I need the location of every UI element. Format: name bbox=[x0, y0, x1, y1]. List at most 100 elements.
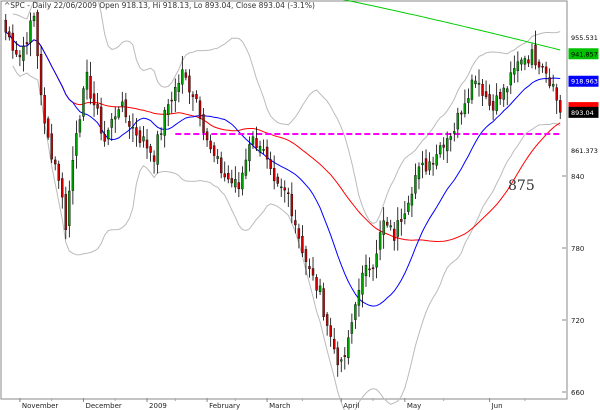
candle-body bbox=[336, 347, 339, 366]
candle-body bbox=[463, 103, 467, 115]
x-tick-label: 2009 bbox=[149, 402, 167, 410]
candle-body bbox=[414, 175, 417, 194]
candle-body bbox=[435, 154, 438, 166]
candle-body bbox=[506, 88, 509, 93]
candle-body bbox=[265, 146, 269, 160]
candle-body bbox=[438, 145, 442, 155]
price-marker-label: 941.857 bbox=[571, 50, 598, 58]
candle-body bbox=[534, 44, 537, 66]
candle-body bbox=[544, 66, 548, 74]
x-axis: November December 2009 February March April Ma… bbox=[19, 398, 526, 410]
candle-body bbox=[350, 322, 354, 334]
candle-body bbox=[318, 285, 322, 293]
price-markers: 955.531941.857918.963897.000893.04861.37… bbox=[568, 32, 599, 156]
price-marker-label: 955.531 bbox=[571, 34, 598, 42]
moving-averages bbox=[5, 0, 561, 307]
candle-body bbox=[177, 82, 181, 92]
candle-body bbox=[262, 149, 265, 151]
candle-body bbox=[85, 71, 89, 90]
candle-body bbox=[117, 109, 120, 118]
price-marker-box bbox=[568, 75, 599, 87]
candle-body bbox=[227, 173, 230, 180]
candle-body bbox=[4, 19, 7, 33]
candle-body bbox=[78, 119, 82, 133]
candle-body bbox=[68, 190, 71, 226]
price-marker-label: 861.373 bbox=[571, 147, 598, 155]
candle-body bbox=[301, 236, 304, 253]
x-tick-label: Jun bbox=[491, 402, 503, 410]
candle-body bbox=[251, 136, 255, 145]
candle-body bbox=[188, 75, 191, 93]
candle-body bbox=[198, 100, 202, 119]
candle-body bbox=[280, 186, 283, 189]
candle-body bbox=[106, 129, 110, 140]
candle-body bbox=[428, 161, 431, 171]
chart-header: ^SPC - Daily 22/06/2009 Open 918.13, Hi … bbox=[4, 1, 315, 10]
y-tick-label: 720 bbox=[571, 317, 584, 325]
candle-body bbox=[39, 53, 43, 96]
candle-body bbox=[410, 193, 414, 206]
candle-body bbox=[347, 337, 350, 359]
candle-body bbox=[230, 178, 233, 184]
candle-body bbox=[234, 179, 237, 188]
candle-body bbox=[8, 31, 11, 38]
price-marker-box bbox=[569, 145, 598, 156]
candles bbox=[4, 9, 562, 377]
candle-body bbox=[205, 131, 209, 141]
x-tick-label: December bbox=[85, 402, 121, 410]
candle-body bbox=[244, 159, 248, 176]
candle-body bbox=[223, 173, 226, 178]
price-marker-label: 893.04 bbox=[571, 109, 594, 117]
candle-body bbox=[509, 72, 512, 86]
price-marker-box bbox=[569, 32, 598, 43]
candle-body bbox=[64, 194, 68, 230]
candle-body bbox=[216, 156, 219, 159]
candle-body bbox=[456, 112, 460, 130]
candle-body bbox=[393, 228, 396, 241]
candle-body bbox=[272, 168, 276, 182]
candle-body bbox=[135, 127, 138, 136]
candle-body bbox=[315, 277, 318, 291]
candle-body bbox=[516, 61, 520, 71]
x-tick-label: November bbox=[22, 402, 59, 410]
candle-body bbox=[276, 176, 279, 184]
candle-body bbox=[537, 61, 541, 68]
candle-body bbox=[378, 232, 382, 250]
price-marker-label: 918.963 bbox=[571, 78, 598, 86]
candle-body bbox=[248, 144, 251, 162]
candle-body bbox=[191, 94, 195, 97]
candle-body bbox=[212, 145, 216, 156]
candle-body bbox=[142, 136, 145, 142]
candle-body bbox=[449, 136, 452, 140]
candle-body bbox=[502, 87, 505, 100]
upper-band bbox=[12, 0, 561, 225]
candle-body bbox=[36, 11, 39, 57]
candle-body bbox=[481, 84, 484, 96]
candle-body bbox=[287, 192, 290, 195]
candle-body bbox=[460, 112, 463, 115]
candle-body bbox=[453, 131, 456, 134]
candle-body bbox=[368, 268, 371, 271]
ma20-line bbox=[5, 31, 561, 307]
candle-body bbox=[11, 32, 15, 51]
candle-body bbox=[417, 166, 421, 180]
candle-body bbox=[46, 118, 50, 138]
candle-body bbox=[513, 68, 516, 75]
candle-body bbox=[159, 133, 163, 135]
candle-body bbox=[541, 65, 544, 68]
candle-body bbox=[551, 84, 555, 87]
candle-body bbox=[527, 59, 530, 64]
candle-body bbox=[110, 118, 113, 128]
price-marker-box bbox=[568, 106, 599, 118]
candle-body bbox=[467, 98, 470, 103]
candle-body bbox=[400, 219, 403, 222]
candle-body bbox=[308, 266, 311, 270]
candle-body bbox=[149, 146, 152, 153]
bollinger-bands bbox=[12, 0, 561, 410]
candle-body bbox=[96, 104, 99, 109]
candle-body bbox=[89, 75, 92, 99]
candle-body bbox=[294, 220, 297, 226]
candle-body bbox=[389, 225, 392, 228]
candle-body bbox=[152, 155, 156, 162]
